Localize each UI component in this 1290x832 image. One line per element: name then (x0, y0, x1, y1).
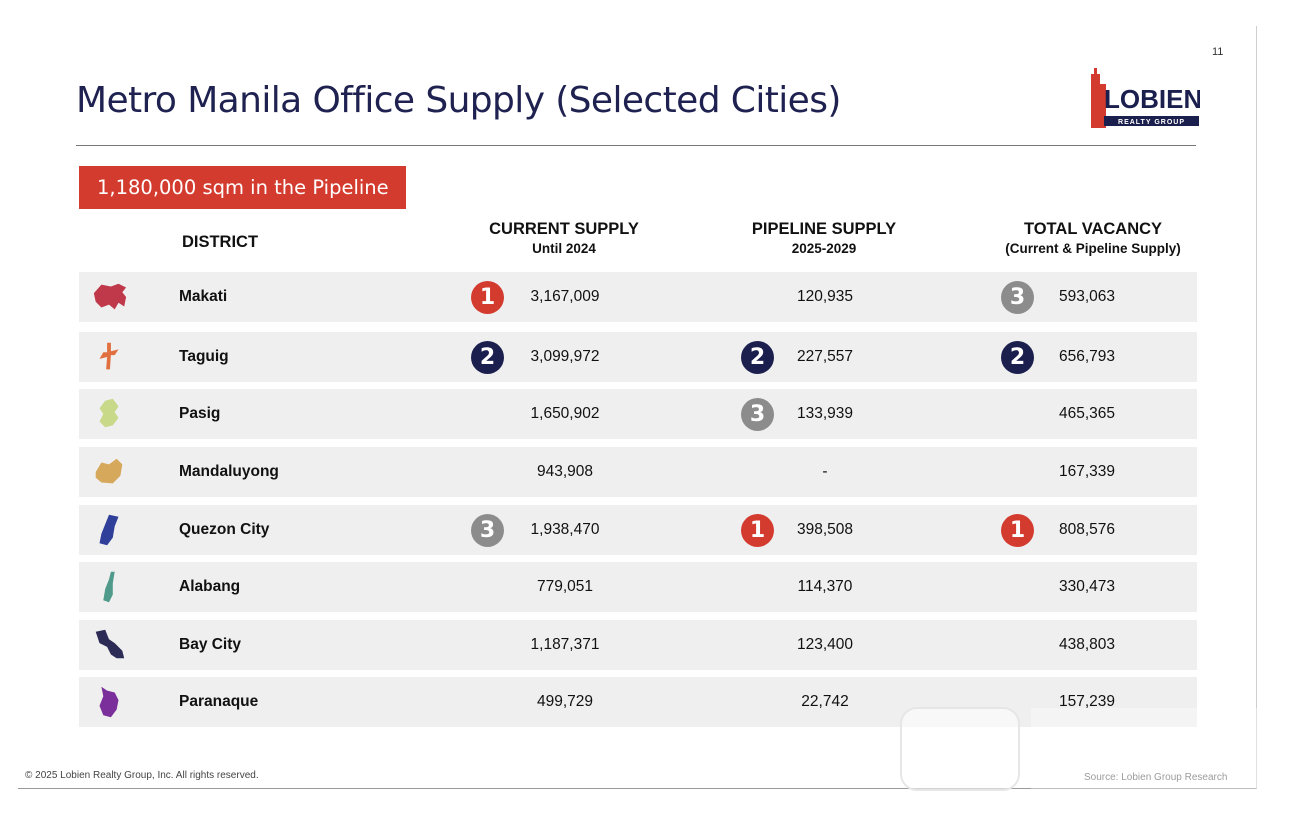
page-title: Metro Manila Office Supply (Selected Cit… (76, 80, 841, 121)
logo-wordmark: LOBIEN (1104, 84, 1200, 114)
taguig-map-icon (99, 342, 119, 370)
header-district: DISTRICT (160, 229, 280, 255)
current-supply-value: 3,099,972 (530, 348, 600, 365)
rank-badge-pipeline: 2 (741, 341, 774, 374)
header-current-supply-label: CURRENT SUPPLY (489, 220, 639, 238)
current-supply-value: 499,729 (536, 693, 594, 710)
current-supply-value: 779,051 (536, 578, 594, 595)
pipeline-supply-value: 120,935 (796, 288, 854, 305)
table-row: Quezon City 3 1,938,470 1 398,508 1 808,576 (79, 505, 1197, 555)
pipeline-supply-value: 114,370 (797, 578, 853, 595)
total-vacancy-value: 593,063 (1058, 288, 1116, 305)
lobien-logo: LOBIEN REALTY GROUP (1091, 68, 1200, 128)
pipeline-banner: 1,180,000 sqm in the Pipeline (79, 166, 406, 209)
title-divider (76, 145, 1196, 146)
district-name: Quezon City (179, 521, 270, 538)
rank-badge-vacancy: 1 (1001, 514, 1034, 547)
total-vacancy-value: 330,473 (1058, 578, 1116, 595)
pipeline-supply-value: 227,557 (796, 348, 854, 365)
table-row: Taguig 2 3,099,972 2 227,557 2 656,793 (79, 332, 1197, 382)
pipeline-supply-value: - (822, 463, 828, 480)
watermark-logo (900, 707, 1281, 826)
logo-subtext: REALTY GROUP (1118, 119, 1185, 126)
pipeline-supply-value: 123,400 (796, 636, 854, 653)
pipeline-supply-value: 22,742 (801, 693, 849, 710)
alabang-map-icon (103, 571, 115, 603)
header-total-vacancy: TOTAL VACANCY (Current & Pipeline Supply… (978, 219, 1208, 259)
district-name: Mandaluyong (179, 463, 279, 480)
current-supply-value: 1,187,371 (530, 636, 600, 653)
current-supply-value: 943,908 (536, 463, 594, 480)
header-pipeline-supply: PIPELINE SUPPLY 2025-2029 (724, 219, 924, 259)
building-icon (1091, 68, 1106, 128)
rank-badge-vacancy: 3 (1001, 281, 1034, 314)
current-supply-value: 1,650,902 (530, 405, 600, 422)
rank-badge-pipeline: 3 (741, 398, 774, 431)
current-supply-value: 1,938,470 (530, 521, 600, 538)
table-row: Alabang 779,051 114,370 330,473 (79, 562, 1197, 612)
current-supply-value: 3,167,009 (530, 288, 600, 305)
district-name: Paranaque (179, 693, 259, 710)
header-pipeline-supply-sub: 2025-2029 (791, 241, 857, 256)
total-vacancy-value: 808,576 (1058, 521, 1116, 538)
total-vacancy-value: 157,239 (1058, 693, 1116, 710)
district-name: Pasig (179, 405, 221, 422)
makati-map-icon (93, 283, 127, 310)
table-row: Bay City 1,187,371 123,400 438,803 (79, 620, 1197, 670)
total-vacancy-value: 656,793 (1058, 348, 1116, 365)
header-current-supply: CURRENT SUPPLY Until 2024 (464, 219, 664, 259)
pipeline-supply-value: 133,939 (796, 405, 854, 422)
district-name: Alabang (179, 578, 241, 595)
district-name: Bay City (179, 636, 242, 653)
bay-city-map-icon (95, 629, 125, 659)
copyright-footer: © 2025 Lobien Realty Group, Inc. All rig… (25, 770, 259, 781)
rank-badge-current: 2 (471, 341, 504, 374)
district-name: Makati (179, 288, 228, 305)
header-total-vacancy-label: TOTAL VACANCY (1023, 220, 1163, 238)
table-row: Pasig 1,650,902 3 133,939 465,365 (79, 389, 1197, 439)
header-pipeline-supply-label: PIPELINE SUPPLY (751, 220, 897, 238)
pipeline-supply-value: 398,508 (796, 521, 854, 538)
rank-badge-vacancy: 2 (1001, 341, 1034, 374)
rank-badge-pipeline: 1 (741, 514, 774, 547)
paranaque-map-icon (99, 686, 119, 718)
page-number: 11 (1212, 46, 1224, 58)
total-vacancy-value: 167,339 (1058, 463, 1116, 480)
header-total-vacancy-sub: (Current & Pipeline Supply) (1005, 241, 1181, 256)
header-current-supply-sub: Until 2024 (532, 241, 596, 256)
total-vacancy-value: 438,803 (1058, 636, 1116, 653)
header-district-label: DISTRICT (181, 233, 259, 251)
source-note: Source: Lobien Group Research (1084, 772, 1228, 783)
rank-badge-current: 1 (471, 281, 504, 314)
rank-badge-current: 3 (471, 514, 504, 547)
total-vacancy-value: 465,365 (1058, 405, 1116, 422)
mandaluyong-map-icon (95, 458, 123, 484)
quezon-city-map-icon (99, 514, 119, 546)
table-row: Makati 1 3,167,009 120,935 3 593,063 (79, 272, 1197, 322)
district-name: Taguig (179, 348, 229, 365)
table-row: Mandaluyong 943,908 - 167,339 (79, 447, 1197, 497)
pasig-map-icon (99, 398, 119, 428)
